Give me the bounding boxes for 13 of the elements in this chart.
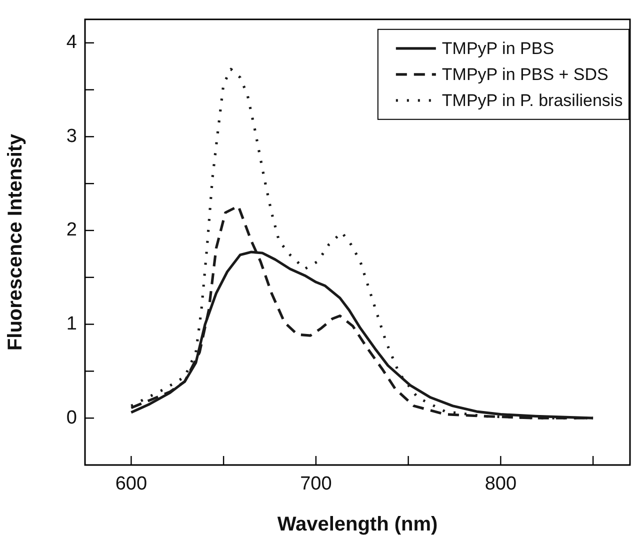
x-tick-label: 700 <box>300 474 332 495</box>
x-tick-label: 800 <box>484 474 517 495</box>
legend-label: TMPyP in PBS + SDS <box>442 65 608 84</box>
legend-label: TMPyP in PBS <box>442 39 554 58</box>
y-tick-label: 2 <box>66 220 77 241</box>
y-tick-label: 3 <box>66 126 77 147</box>
legend-label: TMPyP in P. brasiliensis <box>442 91 623 110</box>
y-tick-label: 4 <box>66 32 78 54</box>
x-axis-title: Wavelength (nm) <box>277 514 438 536</box>
y-tick-label: 0 <box>66 407 77 428</box>
x-tick-label: 600 <box>115 474 148 495</box>
y-axis-title: Fluorescence Intensity <box>4 132 27 351</box>
y-tick-label: 1 <box>66 314 77 335</box>
